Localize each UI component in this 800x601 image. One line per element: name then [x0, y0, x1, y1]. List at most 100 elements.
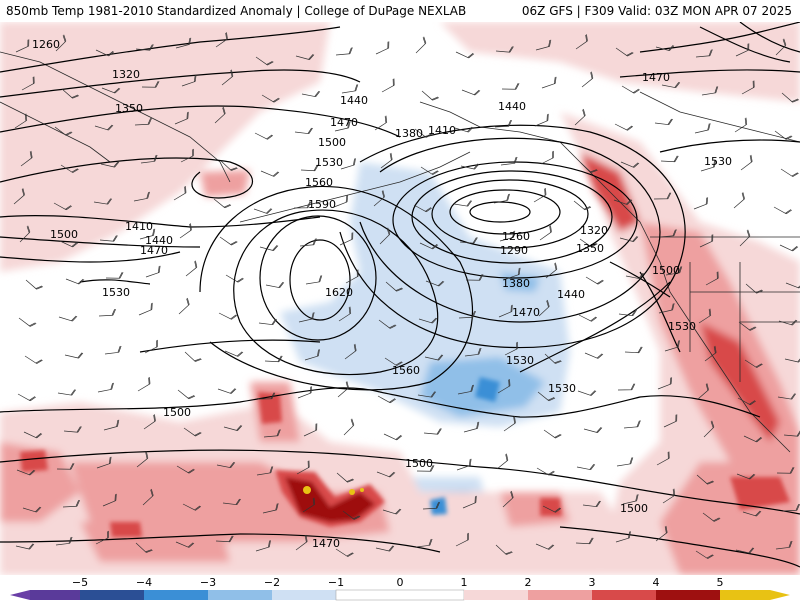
- wind-barb: [335, 47, 353, 56]
- wind-barb: [379, 227, 391, 245]
- wind-barb: [621, 85, 640, 94]
- wind-barb: [177, 389, 196, 400]
- wind-barb: [739, 229, 751, 247]
- contour-line: [619, 69, 800, 78]
- wind-barb: [345, 269, 359, 284]
- legend-swatch: [272, 590, 336, 600]
- contour-label: 1440: [340, 94, 368, 107]
- wind-barb: [373, 190, 385, 207]
- wind-barb: [265, 281, 285, 289]
- contour-label: 1530: [704, 155, 732, 168]
- wind-barb: [781, 92, 799, 103]
- wind-barb: [622, 494, 639, 505]
- wind-barb: [335, 548, 354, 557]
- wind-barb: [219, 236, 238, 246]
- wind-barb: [295, 54, 315, 60]
- wind-barb: [696, 474, 714, 485]
- wind-barb: [502, 490, 514, 508]
- wind-barb: [136, 451, 149, 468]
- wind-barb: [62, 499, 80, 508]
- wind-barb: [775, 38, 787, 56]
- wind-barb: [174, 111, 189, 125]
- wind-barb: [541, 76, 557, 89]
- contour-label: 1530: [102, 286, 130, 299]
- contour-label: 1380: [502, 277, 530, 290]
- wind-barb: [614, 123, 634, 131]
- wind-barb: [15, 543, 35, 550]
- contour-line: [431, 179, 589, 249]
- coastline-layer: [0, 51, 800, 453]
- wind-barb: [615, 47, 634, 57]
- wind-barb: [414, 128, 433, 138]
- wind-barb: [655, 45, 675, 51]
- wind-barb: [183, 427, 202, 437]
- wind-barb: [298, 312, 315, 323]
- wind-barb: [545, 262, 558, 279]
- contour-label: 1620: [325, 286, 353, 299]
- wind-barb: [94, 124, 114, 131]
- contour-label: 1530: [315, 156, 343, 169]
- wind-barb: [460, 163, 480, 170]
- wind-barb: [340, 158, 356, 170]
- wind-barb: [735, 547, 755, 554]
- wind-barb: [139, 228, 156, 240]
- wind-barb: [422, 501, 440, 510]
- wind-barb: [743, 435, 763, 443]
- map-header: 850mb Temp 1981-2010 Standardized Anomal…: [0, 0, 800, 22]
- contour-line: [0, 105, 401, 138]
- contour-label: 1350: [115, 102, 143, 115]
- contour-label: 1290: [500, 244, 528, 257]
- wind-barb: [182, 503, 202, 511]
- wind-barb: [544, 353, 562, 364]
- wind-barb: [101, 87, 121, 94]
- wind-barb: [503, 416, 516, 432]
- contour-line: [139, 339, 321, 353]
- coastline-nw-canada: [639, 91, 800, 143]
- wind-barb: [656, 451, 670, 466]
- wind-barb: [59, 240, 79, 248]
- contour-label: 1470: [312, 537, 340, 550]
- wind-barb: [745, 283, 763, 294]
- wind-barb: [454, 126, 474, 133]
- contour-label: 1500: [620, 502, 648, 515]
- wind-barb: [301, 90, 321, 98]
- wind-barb: [733, 192, 745, 209]
- wind-barb: [542, 505, 562, 513]
- wind-barb: [223, 425, 243, 431]
- wind-barb: [338, 306, 352, 322]
- anomaly-fill: [540, 498, 562, 516]
- wind-barb: [296, 460, 310, 475]
- wind-barb: [21, 76, 35, 91]
- wind-barb: [782, 503, 800, 512]
- contour-line: [0, 157, 254, 199]
- wind-barb: [341, 84, 359, 94]
- wind-barb: [737, 397, 756, 406]
- wind-barb: [699, 234, 714, 248]
- wind-barb: [425, 280, 445, 287]
- contour-line: [469, 201, 531, 223]
- legend-swatch: [30, 590, 80, 600]
- wind-barb: [99, 235, 118, 242]
- wind-barb: [574, 108, 586, 126]
- contour-label: 1470: [642, 71, 670, 84]
- anomaly-fill: [303, 486, 311, 494]
- wind-barb: [538, 299, 550, 317]
- wind-barb: [617, 383, 636, 391]
- wind-barb: [17, 393, 36, 402]
- wind-barb: [777, 393, 797, 400]
- contour-label: 1410: [125, 220, 153, 233]
- contour-label: 1590: [308, 198, 336, 211]
- wind-barb: [659, 229, 677, 238]
- wind-barb: [575, 34, 588, 50]
- wind-barb: [380, 152, 393, 169]
- contour-label: 1440: [145, 234, 173, 247]
- wind-barb: [96, 456, 112, 469]
- wind-barb: [342, 510, 361, 520]
- color-scale-bar: [10, 589, 790, 601]
- coastline-kamchatka: [0, 51, 231, 183]
- wind-barb: [423, 428, 442, 435]
- legend-tick: 2: [524, 576, 532, 589]
- color-scale-legend: −5 −4 −3 −2 −1 0 1 2 3 4 5: [0, 575, 800, 601]
- wind-barb: [584, 352, 604, 359]
- wind-barb: [658, 303, 675, 314]
